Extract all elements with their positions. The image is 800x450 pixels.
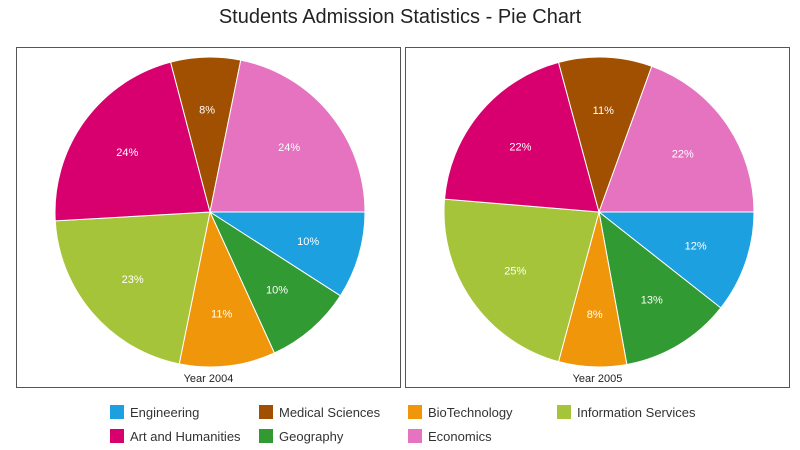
pie-slice-geography-2004 xyxy=(208,210,342,354)
legend-label: Engineering xyxy=(130,404,200,420)
pie-label-engineering-2005: 12% xyxy=(685,240,707,252)
chart-title: Students Admission Statistics - Pie Char… xyxy=(218,6,582,28)
pie-caption-2005: Year 2005 xyxy=(572,373,623,385)
pie-slice-medical-sciences-2005 xyxy=(557,56,653,214)
pie-label-medical-sciences-2004: 8% xyxy=(199,105,215,117)
pie-label-geography-2005: 13% xyxy=(641,295,663,307)
pie-label-information-services-2005: 25% xyxy=(504,266,526,278)
pie-chart-2005: 12% 13% 8% 25% 22% 11% 22% xyxy=(443,56,755,368)
legend-label: Information Services xyxy=(577,404,696,420)
legend-label: Geography xyxy=(279,428,344,444)
pie-caption-2004: Year 2004 xyxy=(183,373,234,385)
legend-item-art-and-humanities[interactable]: Art and Humanities xyxy=(110,427,241,445)
pie-label-economics-2004: 24% xyxy=(278,142,300,154)
pie-chart-2004: 10% 10% 11% 23% 24% 8% 24% xyxy=(54,56,366,368)
pie-slice-geography-2005 xyxy=(598,210,722,366)
pie-label-biotechnology-2004: 11% xyxy=(211,309,232,321)
pie-slice-information-services-2005 xyxy=(443,198,600,363)
legend-swatch-engineering xyxy=(110,405,124,419)
pie-slice-information-services-2004 xyxy=(54,211,211,365)
legend-item-geography[interactable]: Geography xyxy=(259,427,343,445)
pie-label-medical-sciences-2005: 11% xyxy=(593,105,614,117)
pie-label-engineering-2004: 10% xyxy=(297,236,319,248)
pie-slice-art-and-humanities-2004 xyxy=(54,61,211,222)
legend-label: Medical Sciences xyxy=(279,404,381,420)
pie-slice-economics-2005 xyxy=(598,65,755,213)
pie-slice-engineering-2005 xyxy=(597,211,755,309)
pie-slice-art-and-humanities-2005 xyxy=(443,61,600,213)
pie-label-economics-2005: 22% xyxy=(672,148,694,160)
pie-slice-biotechnology-2004 xyxy=(178,210,276,368)
pie-slice-economics-2004 xyxy=(209,59,366,213)
legend-swatch-biotechnology xyxy=(408,405,422,419)
pie-panel-2005: 12% 13% 8% 25% 22% 11% 22% Year 2005 xyxy=(405,47,790,388)
legend-swatch-information-services xyxy=(557,405,571,419)
legend-item-biotechnology[interactable]: BioTechnology xyxy=(408,403,513,421)
legend-label: Art and Humanities xyxy=(130,428,241,444)
pie-label-geography-2004: 10% xyxy=(266,284,288,296)
pie-label-biotechnology-2005: 8% xyxy=(587,309,603,321)
legend-label: BioTechnology xyxy=(428,404,513,420)
pie-label-art-and-humanities-2004: 24% xyxy=(116,147,138,159)
pie-label-art-and-humanities-2005: 22% xyxy=(509,141,531,153)
legend-swatch-art-and-humanities xyxy=(110,429,124,443)
legend-swatch-economics xyxy=(408,429,422,443)
legend-label: Economics xyxy=(428,428,492,444)
legend-swatch-medical-sciences xyxy=(259,405,273,419)
legend-item-engineering[interactable]: Engineering xyxy=(110,403,199,421)
pie-slice-engineering-2004 xyxy=(208,211,366,297)
pie-label-information-services-2004: 23% xyxy=(122,274,144,286)
legend-item-economics[interactable]: Economics xyxy=(408,427,492,445)
pie-panel-2004: 10% 10% 11% 23% 24% 8% 24% Year 2004 xyxy=(16,47,401,388)
legend-item-information-services[interactable]: Information Services xyxy=(557,403,696,421)
legend-item-medical-sciences[interactable]: Medical Sciences xyxy=(259,403,380,421)
legend-swatch-geography xyxy=(259,429,273,443)
